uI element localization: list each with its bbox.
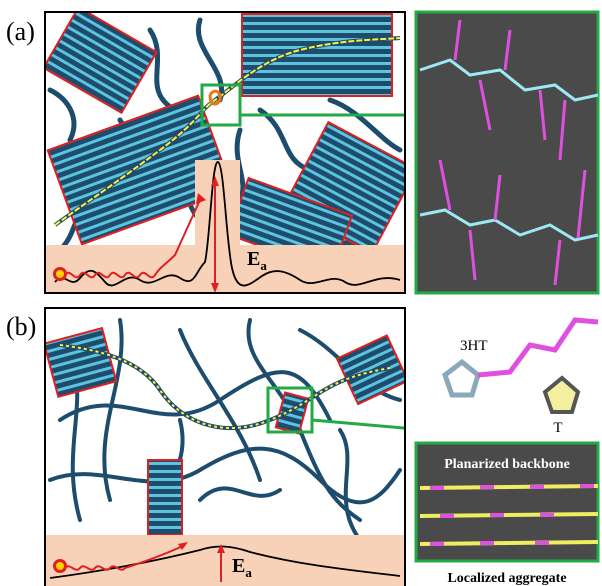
figure: (a) Ea [0,0,602,586]
text: E [232,555,245,577]
panel-a-scene [44,7,436,293]
panel-label: (a) [6,17,35,46]
panel-b-scene [44,308,460,586]
inset-title: Planarized backbone [444,457,570,472]
legend-t: T [553,420,562,436]
text: a [260,258,267,273]
inset-caption: Localized aggregate [447,571,566,586]
panel-label: (b) [6,312,36,341]
text: E [247,248,260,270]
legend-3ht: 3HT [460,338,488,354]
text: a [245,565,252,580]
